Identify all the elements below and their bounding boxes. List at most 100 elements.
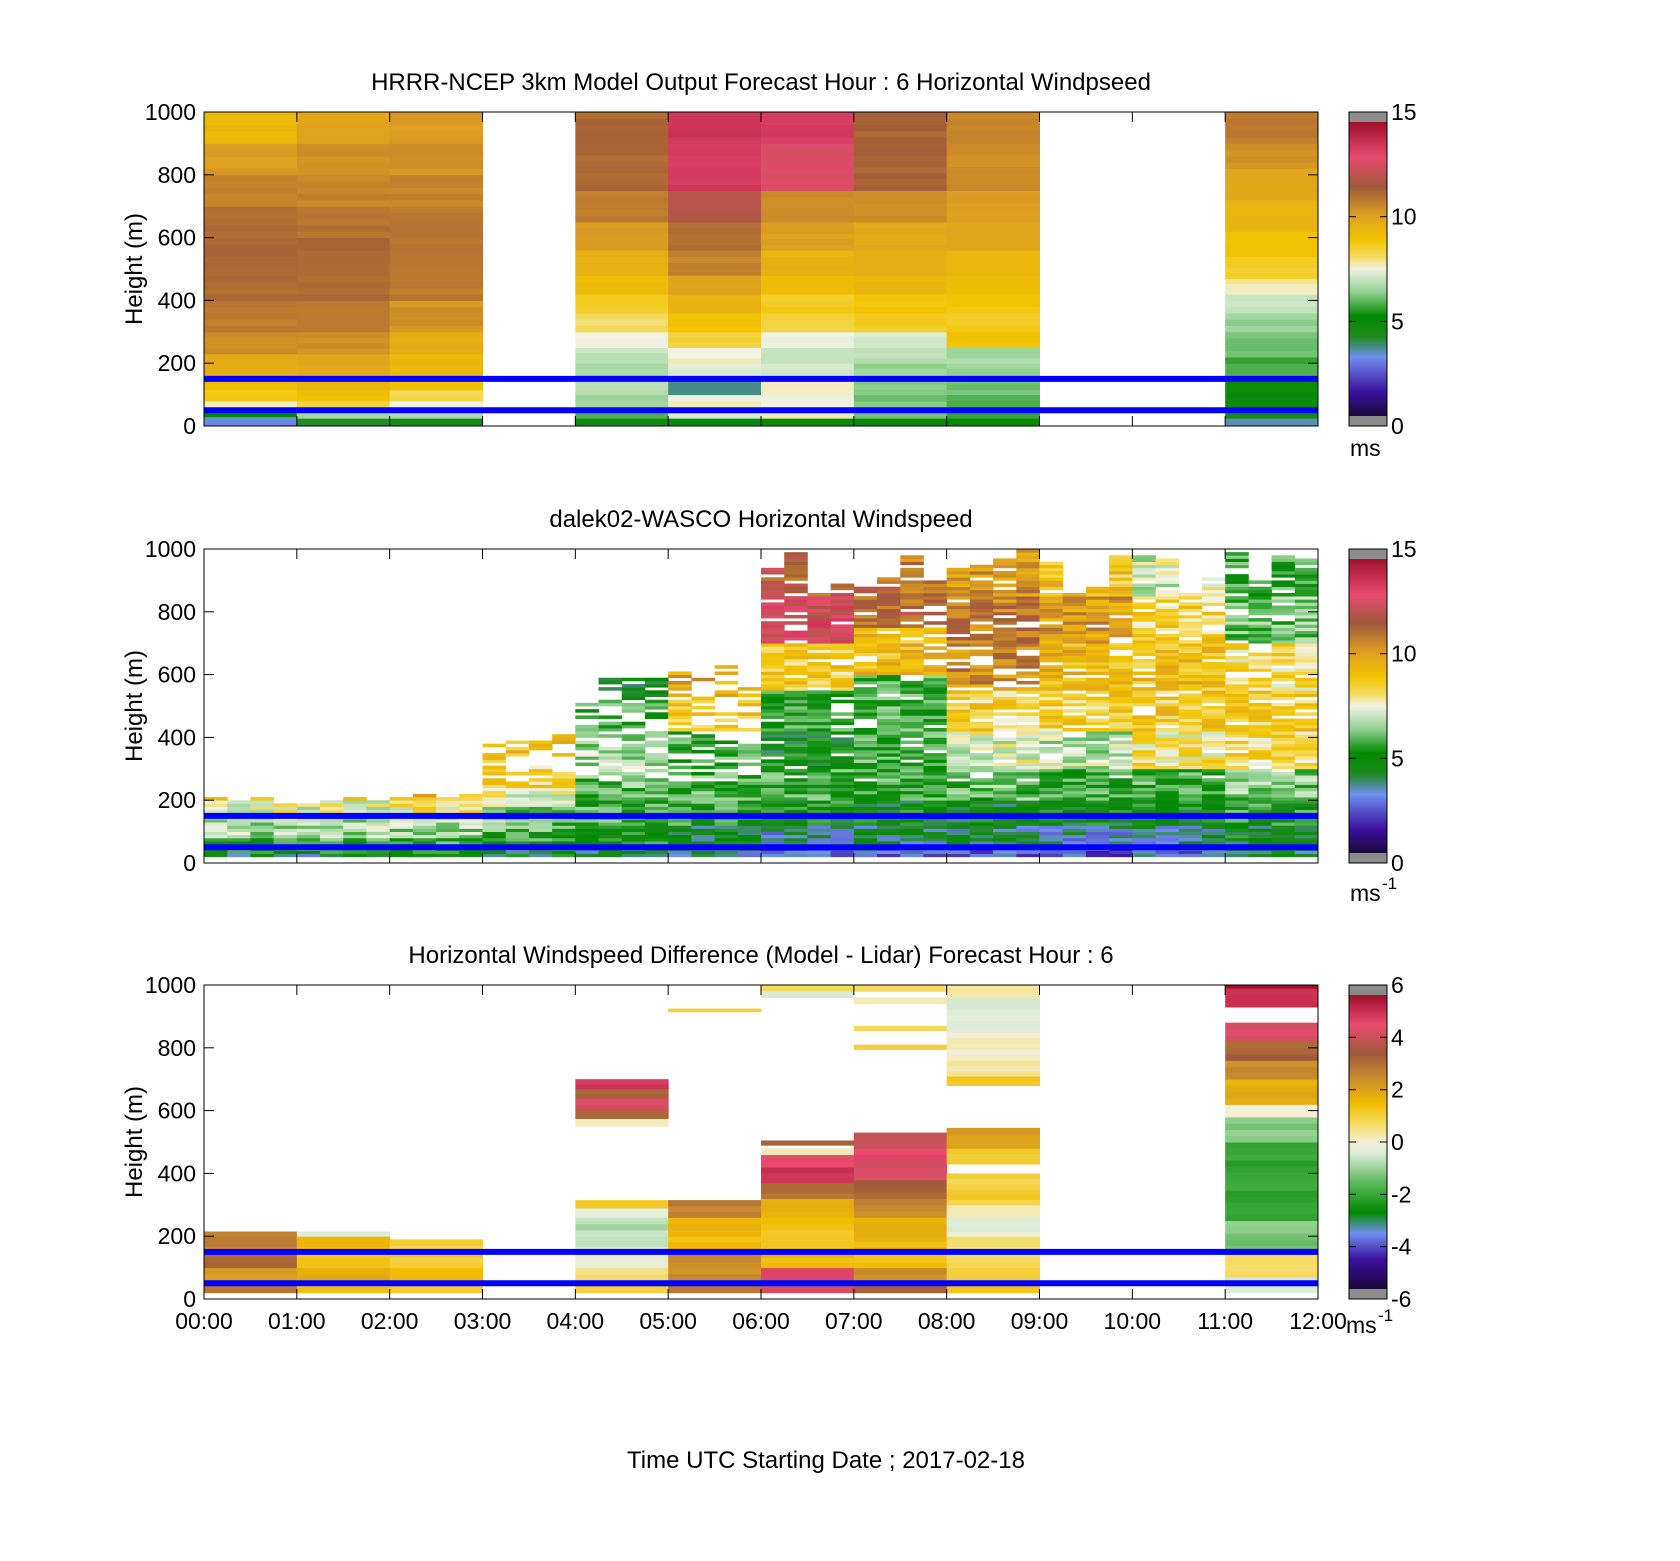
- heatmap-cell: [621, 756, 646, 760]
- heatmap-cell: [668, 797, 692, 801]
- heatmap-cell: [784, 756, 808, 760]
- heatmap-cell: [621, 806, 646, 811]
- heatmap-cell: [923, 687, 948, 691]
- heatmap-cell: [296, 143, 391, 151]
- heatmap-cell: [296, 359, 391, 366]
- heatmap-cell: [1225, 1129, 1318, 1137]
- heatmap-cell: [969, 580, 994, 584]
- heatmap-cell: [575, 1088, 669, 1094]
- heatmap-cell: [1132, 740, 1156, 745]
- heatmap-cell: [1201, 787, 1226, 792]
- colorbar-tick-label: -2: [1391, 1181, 1411, 1207]
- heatmap-cell: [389, 822, 414, 826]
- heatmap-cell: [296, 325, 391, 333]
- heatmap-cell: [1178, 715, 1203, 719]
- heatmap-cell: [1225, 589, 1249, 594]
- heatmap-cell: [389, 231, 483, 239]
- heatmap-cell: [1294, 589, 1318, 594]
- heatmap-cell: [923, 586, 948, 591]
- heatmap-cell: [761, 614, 785, 619]
- heatmap-cell: [1178, 662, 1203, 666]
- heatmap-cell: [1039, 630, 1064, 635]
- heatmap-cell: [644, 778, 669, 782]
- heatmap-cell: [668, 325, 762, 333]
- heatmap-cell: [575, 743, 599, 748]
- heatmap-cell: [784, 853, 808, 858]
- heatmap-cell: [1294, 803, 1318, 807]
- heatmap-cell: [830, 800, 855, 804]
- heatmap-cell: [668, 209, 762, 217]
- heatmap-cell: [1225, 272, 1318, 279]
- heatmap-cell: [575, 269, 669, 276]
- heatmap-cell: [1225, 1184, 1318, 1191]
- colorbar-unit-exponent: -1: [1382, 874, 1397, 893]
- heatmap-cell: [1271, 762, 1296, 767]
- heatmap-cell: [1178, 731, 1203, 735]
- heatmap-cell: [969, 853, 994, 858]
- heatmap-cell: [668, 806, 692, 811]
- heatmap-cell: [923, 800, 948, 804]
- heatmap-cell: [1248, 797, 1272, 801]
- heatmap-cell: [668, 680, 692, 685]
- heatmap-cell: [784, 831, 808, 836]
- heatmap-cell: [1294, 853, 1318, 858]
- heatmap-cell: [1085, 825, 1110, 829]
- heatmap-cell: [668, 837, 692, 842]
- heatmap-cell: [1016, 627, 1040, 632]
- heatmap-cell: [969, 768, 994, 773]
- heatmap-cell: [1016, 781, 1040, 785]
- heatmap-cell: [668, 819, 692, 823]
- heatmap-cell: [946, 643, 971, 647]
- heatmap-cell: [296, 212, 391, 220]
- heatmap-cell: [250, 803, 275, 807]
- heatmap-cell: [1271, 658, 1296, 663]
- heatmap-cell: [1155, 740, 1180, 745]
- heatmap-cell: [1294, 649, 1318, 654]
- heatmap-cell: [1039, 643, 1064, 647]
- heatmap-cell: [1016, 658, 1040, 663]
- heatmap-cell: [296, 828, 321, 832]
- heatmap-cell: [296, 206, 391, 213]
- heatmap-cell: [853, 400, 948, 408]
- heatmap-cell: [761, 819, 785, 823]
- heatmap-cell: [1016, 674, 1040, 679]
- heatmap-cell: [575, 130, 669, 138]
- heatmap-cell: [1294, 753, 1318, 757]
- heatmap-cell: [1016, 831, 1040, 836]
- heatmap-cell: [1271, 727, 1296, 732]
- heatmap-cell: [389, 797, 414, 801]
- heatmap-cell: [204, 1262, 298, 1269]
- heatmap-cell: [389, 206, 483, 213]
- heatmap-cell: [1201, 756, 1226, 760]
- heatmap-cell: [877, 586, 901, 591]
- heatmap-cell: [1132, 574, 1156, 578]
- heatmap-cell: [1155, 734, 1180, 738]
- heatmap-cell: [993, 611, 1017, 616]
- heatmap-cell: [877, 834, 901, 839]
- heatmap-cell: [204, 819, 228, 823]
- heatmap-cell: [761, 418, 855, 426]
- heatmap-cell: [946, 822, 971, 826]
- heatmap-cell: [575, 233, 669, 240]
- heatmap-cell: [993, 658, 1017, 663]
- heatmap-cell: [389, 353, 483, 360]
- heatmap-cell: [993, 636, 1017, 641]
- heatmap-cell: [1225, 401, 1318, 408]
- heatmap-cell: [900, 605, 924, 610]
- heatmap-cell: [412, 837, 437, 842]
- heatmap-cell: [691, 809, 715, 814]
- heatmap-cell: [668, 294, 762, 301]
- heatmap-cell: [575, 1229, 669, 1237]
- heatmap-cell: [900, 680, 924, 685]
- heatmap-cell: [1178, 787, 1203, 792]
- heatmap-cell: [296, 1231, 391, 1237]
- heatmap-cell: [1016, 646, 1040, 650]
- heatmap-cell: [900, 793, 924, 798]
- panel-1: HRRR-NCEP 3km Model Output Forecast Hour…: [121, 69, 1417, 461]
- heatmap-cell: [296, 218, 391, 226]
- heatmap-cell: [1201, 834, 1226, 839]
- heatmap-cell: [389, 155, 483, 163]
- heatmap-cell: [853, 275, 948, 283]
- heatmap-cell: [691, 787, 715, 792]
- heatmap-cell: [1271, 721, 1296, 726]
